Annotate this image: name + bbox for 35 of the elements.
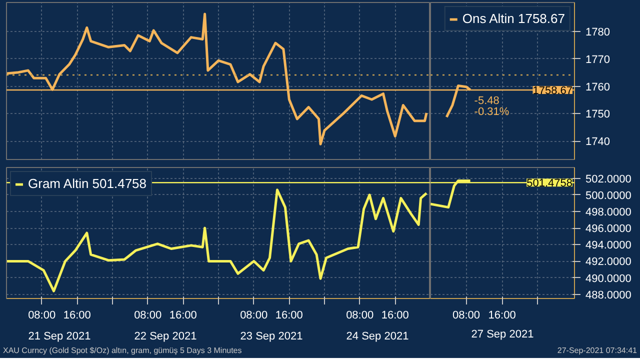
y-tick-label: 1740 xyxy=(586,136,610,148)
y-tick-label: 1760 xyxy=(586,81,610,94)
y-tick-label: 500.0000 xyxy=(586,190,632,202)
x-tick-label: 16:00 xyxy=(63,310,91,322)
x-tick-label: 08:00 xyxy=(240,310,268,322)
y-tick-label: 494.0000 xyxy=(586,240,632,252)
y-tick-label: 496.0000 xyxy=(586,223,632,236)
annotation: -0.31% xyxy=(474,106,510,118)
x-tick-label: 08:00 xyxy=(28,310,56,322)
y-tick-label: 502.0000 xyxy=(586,173,632,186)
y-tick-label: 1770 xyxy=(586,54,610,66)
x-tick-label: 16:00 xyxy=(488,310,516,322)
x-axis-title: 27 Sep 2021 xyxy=(471,328,534,340)
legend-label: Ons Altin 1758.67 xyxy=(462,11,565,26)
ref-line-label: 1758.67 xyxy=(532,84,573,97)
y-tick-label: 1750 xyxy=(586,108,610,121)
annotation: -5.48 xyxy=(474,94,500,107)
text: 27-Sep-2021 07:34:41 xyxy=(557,345,637,357)
x2-tick-label: 24 Sep 2021 xyxy=(346,330,409,342)
y-tick-label: 498.0000 xyxy=(586,206,632,218)
y-tick-label: 490.0000 xyxy=(586,272,632,285)
legend-label: Gram Altin 501.4758 xyxy=(28,176,147,191)
x2-tick-label: 22 Sep 2021 xyxy=(134,330,197,342)
y-tick-label: 492.0000 xyxy=(586,256,632,268)
x-tick-label: 16:00 xyxy=(381,310,409,322)
x-tick-label: 08:00 xyxy=(346,310,374,322)
x2-tick-label: 23 Sep 2021 xyxy=(240,330,303,342)
y-tick-label: 1780 xyxy=(586,26,610,39)
x-tick-label: 08:00 xyxy=(134,310,162,322)
x-tick-label: 16:00 xyxy=(275,310,303,322)
x-tick-label: 08:00 xyxy=(452,310,480,322)
x2-tick-label: 21 Sep 2021 xyxy=(28,330,91,342)
x-tick-label: 16:00 xyxy=(169,310,197,322)
y-tick-label: 488.0000 xyxy=(586,289,632,302)
text: XAU Curncy (Gold Spot $/Oz) altın, gram, gümüş 5 Days 3 Minutes xyxy=(3,345,242,357)
